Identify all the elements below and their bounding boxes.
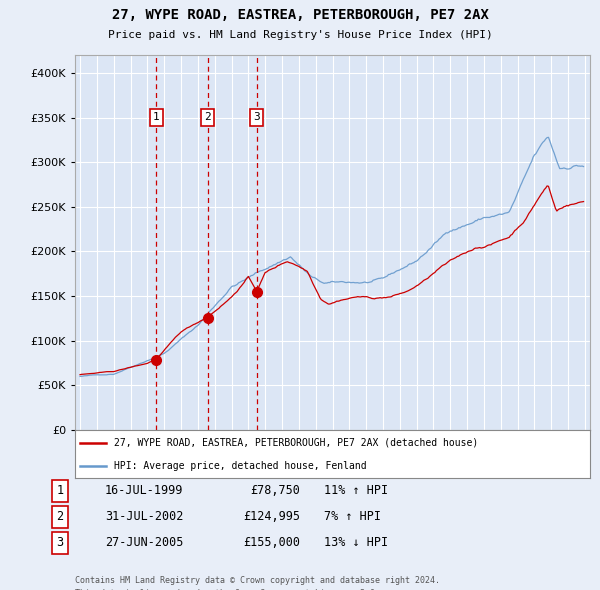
Text: 2: 2 bbox=[204, 113, 211, 123]
Text: £124,995: £124,995 bbox=[243, 510, 300, 523]
Text: Contains HM Land Registry data © Crown copyright and database right 2024.: Contains HM Land Registry data © Crown c… bbox=[75, 576, 440, 585]
Text: This data is licensed under the Open Government Licence v3.0.: This data is licensed under the Open Gov… bbox=[75, 589, 380, 590]
Text: 16-JUL-1999: 16-JUL-1999 bbox=[105, 484, 184, 497]
Text: 27-JUN-2005: 27-JUN-2005 bbox=[105, 536, 184, 549]
Text: 31-JUL-2002: 31-JUL-2002 bbox=[105, 510, 184, 523]
Text: £155,000: £155,000 bbox=[243, 536, 300, 549]
Text: 11% ↑ HPI: 11% ↑ HPI bbox=[324, 484, 388, 497]
Text: 27, WYPE ROAD, EASTREA, PETERBOROUGH, PE7 2AX (detached house): 27, WYPE ROAD, EASTREA, PETERBOROUGH, PE… bbox=[113, 438, 478, 448]
Text: 1: 1 bbox=[56, 484, 64, 497]
Text: 13% ↓ HPI: 13% ↓ HPI bbox=[324, 536, 388, 549]
Text: 3: 3 bbox=[56, 536, 64, 549]
Text: HPI: Average price, detached house, Fenland: HPI: Average price, detached house, Fenl… bbox=[113, 461, 366, 471]
Text: £78,750: £78,750 bbox=[250, 484, 300, 497]
Text: 1: 1 bbox=[153, 113, 160, 123]
Text: Price paid vs. HM Land Registry's House Price Index (HPI): Price paid vs. HM Land Registry's House … bbox=[107, 30, 493, 40]
Text: 27, WYPE ROAD, EASTREA, PETERBOROUGH, PE7 2AX: 27, WYPE ROAD, EASTREA, PETERBOROUGH, PE… bbox=[112, 8, 488, 22]
Text: 3: 3 bbox=[253, 113, 260, 123]
Text: 2: 2 bbox=[56, 510, 64, 523]
Text: 7% ↑ HPI: 7% ↑ HPI bbox=[324, 510, 381, 523]
